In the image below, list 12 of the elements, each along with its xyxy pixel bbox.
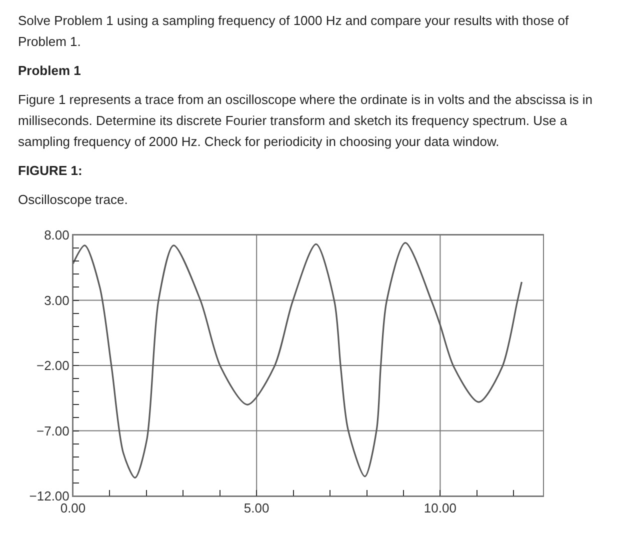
chart-subtitle: Oscilloscope trace. [18,191,129,209]
y-tick-label: −7.00 [36,423,70,438]
x-tick-label: 10.00 [424,500,456,516]
x-tick-label: 5.00 [244,500,270,516]
caption: Figure 1 represents a trace from an oscilloscope where the ordinate is in volts and the abscissa is in milliseconds. Determine its discrete Fourier transform and sketch its frequency spectrum. Use a sampling frequency of 2000 Hz. Check for periodicity in choosing your data window. [18,91,594,151]
y-tick-label: 3.00 [44,292,70,308]
y-tick-label: 8.00 [44,228,70,243]
text: Problem 1 [18,62,82,80]
text: Solve Problem 1 using a sampling frequency of 1000 Hz and compare your results with those of Problem 1. [18,12,570,51]
y-tick-label: −2.00 [36,358,70,374]
chart-title: FIGURE 1: [18,162,84,180]
line-series [73,242,522,479]
